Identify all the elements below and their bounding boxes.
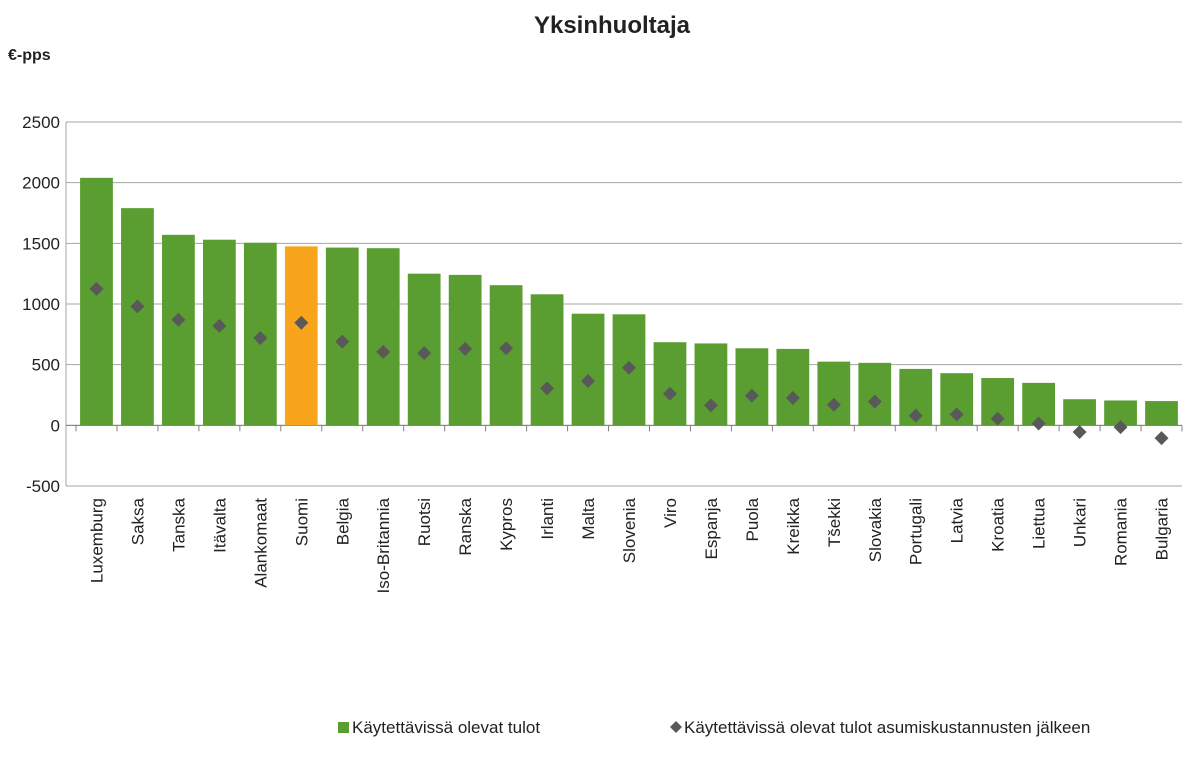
- diamond-marker: [703, 398, 718, 413]
- x-tick-label: Espanja: [702, 497, 721, 559]
- x-tick-label: Ranska: [456, 497, 475, 555]
- bar: [571, 313, 605, 426]
- diamond-marker: [744, 388, 759, 403]
- x-tick-label: Tanska: [169, 497, 188, 551]
- diamond-marker: [581, 374, 596, 389]
- diamond-marker: [89, 281, 104, 296]
- diamond-marker: [908, 408, 923, 423]
- y-tick-label: 0: [51, 416, 60, 435]
- x-tick-label: Romania: [1112, 497, 1131, 566]
- diamond-marker: [826, 397, 841, 412]
- y-tick-label: 2500: [22, 113, 60, 132]
- bar: [694, 343, 728, 426]
- diamond-marker: [1113, 420, 1128, 435]
- diamond-marker: [376, 344, 391, 359]
- diamond-marker: [540, 381, 555, 396]
- diamond-marker: [1154, 431, 1169, 446]
- bar: [530, 294, 564, 426]
- y-tick-label: 1500: [22, 234, 60, 253]
- diamond-marker: [785, 391, 800, 406]
- diamond-marker: [990, 411, 1005, 426]
- x-tick-label: Puola: [743, 497, 762, 541]
- x-tick-label: Belgia: [333, 497, 352, 545]
- diamond-marker: [499, 341, 514, 356]
- diamond-marker: [949, 407, 964, 422]
- diamond-marker: [130, 299, 145, 314]
- diamond-marker: [622, 360, 636, 375]
- x-tick-label: Saksa: [128, 497, 147, 545]
- diamond-marker: [212, 318, 227, 333]
- y-tick-label: 1000: [22, 295, 60, 314]
- x-tick-label: Unkari: [1071, 498, 1090, 547]
- x-tick-label: Irlanti: [538, 498, 557, 540]
- x-tick-label: Kreikka: [784, 497, 803, 554]
- x-tick-label: Itävalta: [210, 497, 229, 552]
- bar: [366, 248, 400, 426]
- bar: [284, 246, 318, 426]
- x-tick-label: Ruotsi: [415, 498, 434, 546]
- bar: [121, 208, 154, 426]
- y-tick-label: 2000: [22, 174, 60, 193]
- bar: [653, 342, 687, 426]
- bar: [735, 348, 769, 426]
- bar: [776, 348, 810, 426]
- y-tick-label: -500: [26, 477, 60, 496]
- diamond-marker: [458, 341, 473, 356]
- x-tick-label: Suomi: [292, 498, 311, 546]
- y-axis-label: €-pps: [8, 47, 51, 64]
- x-tick-label: Bulgaria: [1153, 497, 1172, 560]
- diamond-marker: [1031, 416, 1046, 431]
- x-tick-label: Luxemburg: [87, 498, 106, 583]
- x-tick-label: Iso-Britannia: [374, 497, 393, 593]
- x-tick-label: Malta: [579, 497, 598, 539]
- legend-swatch: [670, 721, 682, 733]
- diamond-marker: [867, 394, 882, 409]
- bar: [1145, 401, 1178, 426]
- chart-title: Yksinhuoltaja: [534, 12, 691, 39]
- x-tick-label: Slovakia: [866, 497, 885, 562]
- y-tick-label: 500: [32, 356, 60, 375]
- x-tick-label: Portugali: [907, 498, 926, 565]
- x-tick-label: Liettua: [1030, 497, 1049, 549]
- bar: [858, 362, 892, 426]
- diamond-marker: [662, 386, 677, 401]
- bar: [1063, 399, 1096, 426]
- x-tick-label: Latvia: [948, 497, 967, 543]
- legend-label: Käytettävissä olevat tulot: [352, 718, 540, 737]
- x-tick-label: Kroatia: [989, 497, 1008, 551]
- diamond-marker: [335, 334, 350, 349]
- x-tick-label: Viro: [661, 498, 680, 528]
- diamond-marker: [253, 330, 268, 345]
- legend-swatch: [338, 722, 349, 733]
- diamond-marker: [1072, 425, 1087, 440]
- bar: [80, 177, 113, 426]
- x-tick-label: Slovenia: [620, 497, 639, 563]
- x-tick-label: Alankomaat: [251, 498, 270, 588]
- legend-label: Käytettävissä olevat tulot asumiskustann…: [684, 718, 1090, 737]
- bar: [817, 361, 851, 426]
- diamond-marker: [171, 312, 186, 327]
- diamond-marker: [417, 346, 432, 361]
- bar: [162, 234, 195, 426]
- x-tick-label: Kypros: [497, 498, 516, 551]
- diamond-marker: [294, 315, 309, 330]
- x-tick-label: Tšekki: [825, 498, 844, 547]
